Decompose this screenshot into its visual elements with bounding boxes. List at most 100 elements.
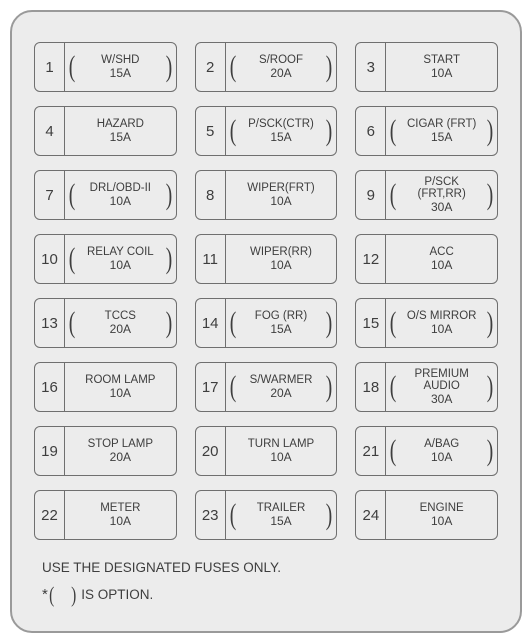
paren-open-icon: ( [229, 372, 236, 402]
fuse-5: 5(P/SCK(CTR)15A) [195, 106, 338, 156]
fuse-amp: 15A [77, 67, 164, 80]
fuse-body: (WIPER(FRT)10A) [226, 171, 337, 219]
fuse-8: 8(WIPER(FRT)10A) [195, 170, 338, 220]
fuse-text: METER10A [77, 502, 164, 528]
fuse-15: 15(O/S MIRROR10A) [355, 298, 498, 348]
paren-close-icon: ) [326, 372, 333, 402]
fuse-label: A/BAG [398, 438, 485, 451]
fuse-label: TURN LAMP [238, 438, 325, 451]
fuse-label: ACC [398, 246, 485, 259]
fuse-amp: 10A [77, 259, 164, 272]
fuse-body: (START10A) [386, 43, 497, 91]
fuse-label: O/S MIRROR [398, 310, 485, 323]
asterisk: * [42, 586, 48, 603]
paren-close-icon: ) [165, 180, 172, 210]
fuse-label: RELAY COIL [77, 246, 164, 259]
fuse-text: O/S MIRROR10A [398, 310, 485, 336]
fuse-amp: 10A [77, 515, 164, 528]
fuse-20: 20(TURN LAMP10A) [195, 426, 338, 476]
fuse-body: (STOP LAMP20A) [65, 427, 176, 475]
paren-open-icon: ( [390, 116, 397, 146]
paren-open-icon: ( [229, 116, 236, 146]
fuse-body: (P/SCK(CTR)15A) [226, 107, 337, 155]
fuse-label: P/SCK(FRT,RR) [398, 176, 485, 201]
footer-line2-suffix: IS OPTION. [78, 587, 154, 602]
fuse-text: TURN LAMP10A [238, 438, 325, 464]
fuse-19: 19(STOP LAMP20A) [34, 426, 177, 476]
fuse-number: 16 [35, 363, 65, 411]
fuse-text: STOP LAMP20A [77, 438, 164, 464]
fuse-amp: 10A [398, 259, 485, 272]
fuse-amp: 20A [238, 67, 325, 80]
paren-close-icon: ) [487, 308, 494, 338]
fuse-text: S/WARMER20A [238, 374, 325, 400]
fuse-text: TRAILER15A [238, 502, 325, 528]
fuse-number: 17 [196, 363, 226, 411]
fuse-number: 23 [196, 491, 226, 539]
paren-close-icon: ) [487, 180, 494, 210]
paren-close-icon: ) [326, 500, 333, 530]
fuse-body: (S/WARMER20A) [226, 363, 337, 411]
paren-open-icon: ( [390, 436, 397, 466]
paren-close-icon: ) [326, 308, 333, 338]
fuse-amp: 15A [238, 515, 325, 528]
fuse-22: 22(METER10A) [34, 490, 177, 540]
fuse-label: TRAILER [238, 502, 325, 515]
paren-open-icon: ( [229, 308, 236, 338]
fuse-number: 2 [196, 43, 226, 91]
fuse-text: W/SHD15A [77, 54, 164, 80]
fuse-text: ROOM LAMP10A [77, 374, 164, 400]
fuse-body: (ENGINE10A) [386, 491, 497, 539]
paren-open-icon: ( [69, 52, 76, 82]
fuse-label: ENGINE [398, 502, 485, 515]
fuse-number: 14 [196, 299, 226, 347]
fuse-label: W/SHD [77, 54, 164, 67]
fuse-label: STOP LAMP [77, 438, 164, 451]
fuse-number: 6 [356, 107, 386, 155]
fuse-number: 10 [35, 235, 65, 283]
fuse-amp: 15A [398, 131, 485, 144]
fuse-body: (A/BAG10A) [386, 427, 497, 475]
fuse-17: 17(S/WARMER20A) [195, 362, 338, 412]
fuse-11: 11(WIPER(RR)10A) [195, 234, 338, 284]
fuse-number: 11 [196, 235, 226, 283]
fuse-6: 6(CIGAR (FRT)15A) [355, 106, 498, 156]
fuse-1: 1(W/SHD15A) [34, 42, 177, 92]
paren-open-icon: ( [390, 372, 397, 402]
footer-line1: USE THE DESIGNATED FUSES ONLY. [42, 558, 498, 578]
fuse-amp: 15A [238, 131, 325, 144]
fuse-12: 12(ACC10A) [355, 234, 498, 284]
fuse-number: 20 [196, 427, 226, 475]
fuse-label: METER [77, 502, 164, 515]
fuse-amp: 10A [238, 259, 325, 272]
paren-close-icon: ) [487, 116, 494, 146]
fuse-24: 24(ENGINE10A) [355, 490, 498, 540]
fuse-16: 16(ROOM LAMP10A) [34, 362, 177, 412]
fuse-label: PREMIUMAUDIO [398, 368, 485, 393]
fuse-number: 1 [35, 43, 65, 91]
fuse-text: DRL/OBD-II10A [77, 182, 164, 208]
fuse-text: S/ROOF20A [238, 54, 325, 80]
fuse-number: 8 [196, 171, 226, 219]
fuse-text: A/BAG10A [398, 438, 485, 464]
fuse-number: 24 [356, 491, 386, 539]
fuse-14: 14(FOG (RR)15A) [195, 298, 338, 348]
fuse-text: START10A [398, 54, 485, 80]
fuse-body: (PREMIUMAUDIO30A) [386, 363, 497, 411]
fuse-body: (RELAY COIL10A) [65, 235, 176, 283]
fuse-body: (O/S MIRROR10A) [386, 299, 497, 347]
fuse-text: P/SCK(CTR)15A [238, 118, 325, 144]
paren-open-icon: ( [69, 180, 76, 210]
paren-open-icon: ( [69, 244, 76, 274]
fuse-number: 19 [35, 427, 65, 475]
fuse-label: ROOM LAMP [77, 374, 164, 387]
fuse-label: FOG (RR) [238, 310, 325, 323]
fuse-number: 4 [35, 107, 65, 155]
fuse-grid: 1(W/SHD15A)2(S/ROOF20A)3(START10A)4(HAZA… [34, 42, 498, 540]
fuse-body: (WIPER(RR)10A) [226, 235, 337, 283]
fuse-text: WIPER(RR)10A [238, 246, 325, 272]
fuse-label: WIPER(RR) [238, 246, 325, 259]
fuse-body: (DRL/OBD-II10A) [65, 171, 176, 219]
footer-notes: USE THE DESIGNATED FUSES ONLY. *( ) IS O… [34, 558, 498, 611]
fuse-amp: 20A [77, 451, 164, 464]
